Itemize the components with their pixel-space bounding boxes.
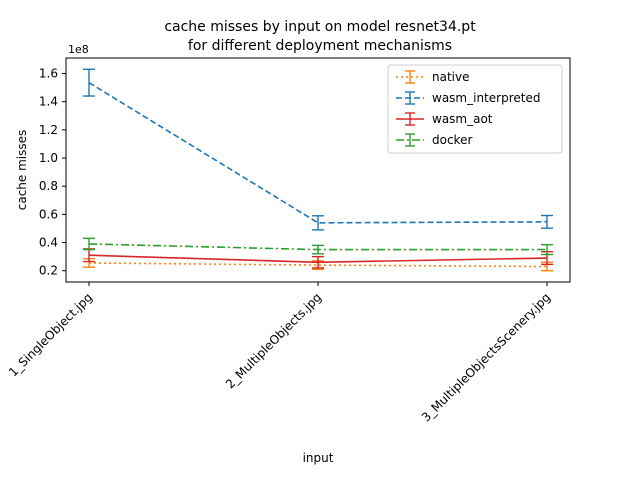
legend-label-wasm_interpreted: wasm_interpreted — [432, 91, 540, 105]
x-tick-label: 1_SingleObject.jpg — [6, 290, 95, 379]
y-tick-label: 1.4 — [39, 95, 58, 109]
y-tick-label: 1.2 — [39, 123, 58, 137]
series-line-native — [88, 262, 548, 268]
y-tick-label: 0.8 — [39, 179, 58, 193]
y-tick-label: 1.0 — [39, 151, 58, 165]
y-axis-label: cache misses — [15, 130, 29, 211]
y-multiplier-label: 1e8 — [68, 43, 89, 56]
legend-label-docker: docker — [432, 133, 472, 147]
y-tick-label: 1.6 — [39, 66, 58, 80]
y-tick-label: 0.6 — [39, 207, 58, 221]
chart-title: cache misses by input on model resnet34.… — [164, 19, 476, 35]
x-tick-label: 2_MultipleObjects.jpg — [223, 290, 324, 391]
x-tick-label: 3_MultipleObjectsScenery.jpg — [419, 290, 553, 424]
legend-label-wasm_aot: wasm_aot — [432, 112, 493, 126]
legend-frame — [387, 64, 563, 154]
x-axis-label: input — [303, 451, 334, 465]
y-tick-label: 0.4 — [39, 236, 58, 250]
chart-subtitle: for different deployment mechanisms — [188, 38, 452, 54]
y-tick-label: 0.2 — [39, 264, 58, 278]
legend-label-native: native — [432, 70, 469, 84]
